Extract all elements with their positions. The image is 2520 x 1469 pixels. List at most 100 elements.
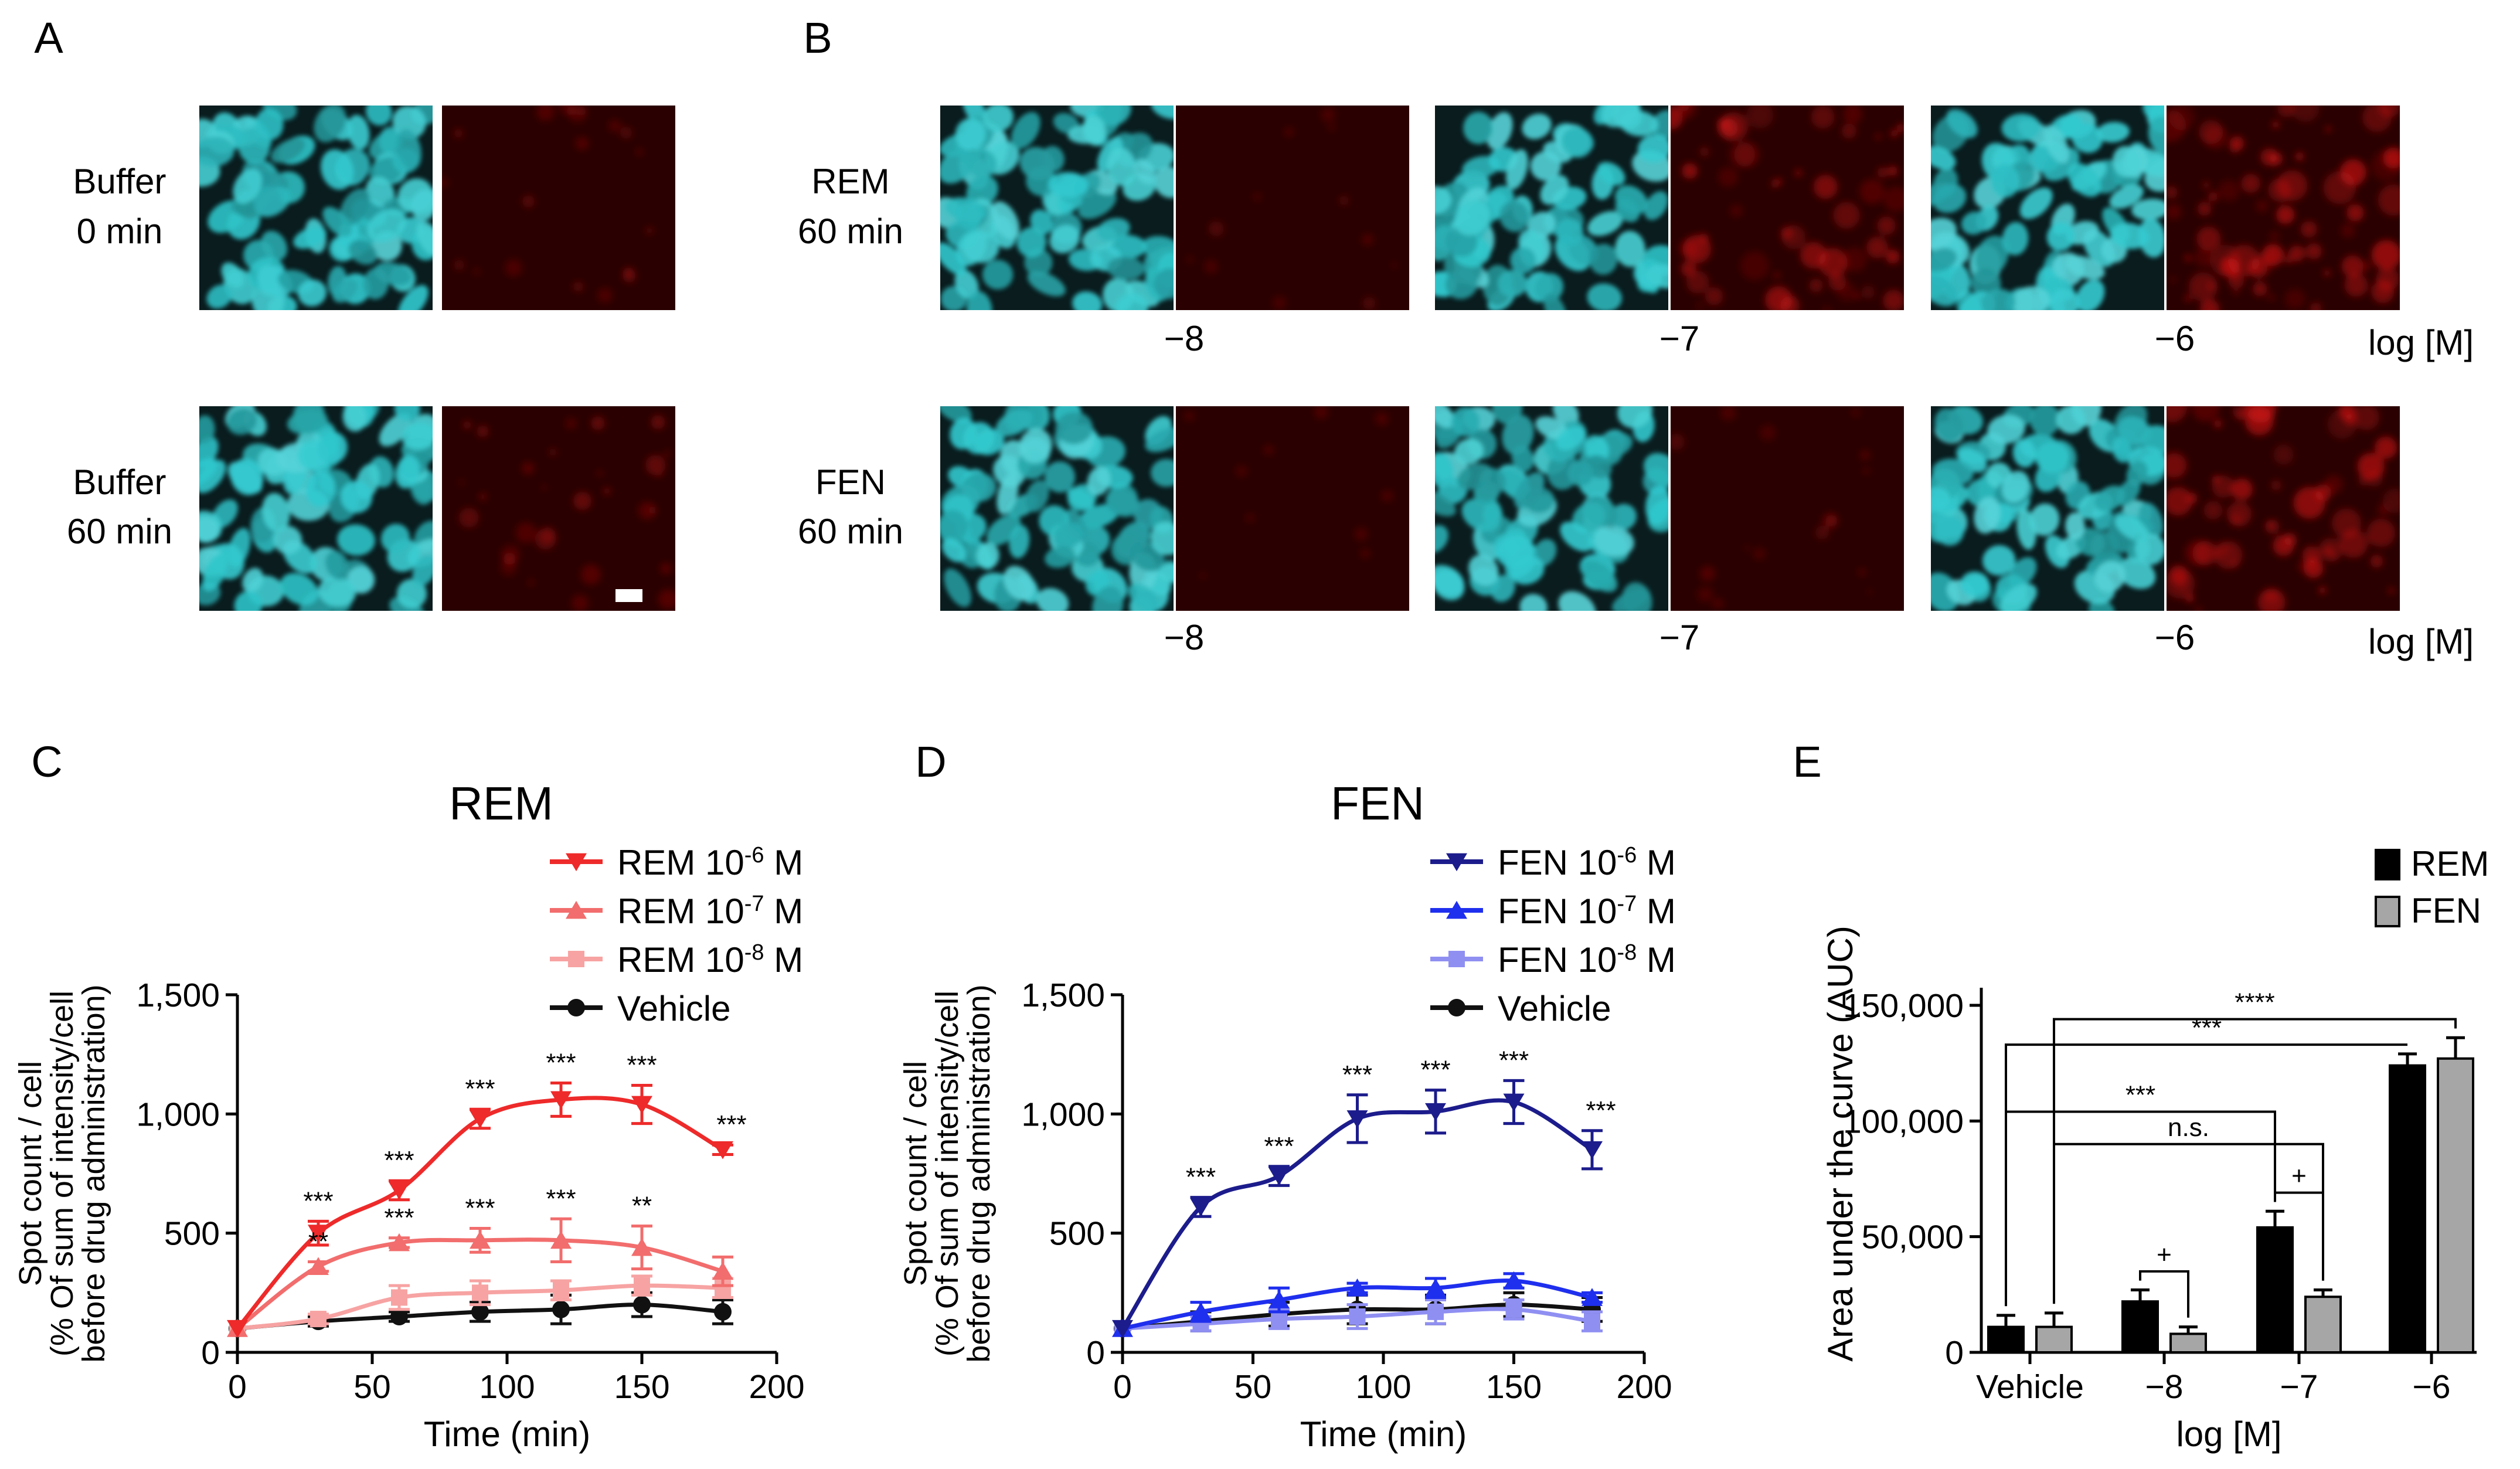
spot <box>1858 568 1866 576</box>
signal-image <box>1671 106 1904 310</box>
nucleus <box>2117 557 2156 589</box>
spot <box>1759 424 1776 441</box>
x-tick-label: −6 <box>2413 1368 2451 1406</box>
nucleus <box>1522 113 1552 140</box>
spot <box>1208 220 1225 237</box>
nucleus <box>1055 412 1093 444</box>
nucleus <box>966 291 992 310</box>
marker <box>1271 1311 1287 1328</box>
spot <box>2235 408 2247 420</box>
comparison-bracket: + <box>2274 1162 2324 1281</box>
tile-bg <box>1176 106 1409 310</box>
nucleus <box>396 579 427 609</box>
nucleus <box>2076 279 2105 310</box>
spot <box>1886 249 1900 264</box>
spot <box>2253 281 2267 297</box>
dapi-image <box>940 106 1174 310</box>
signal <box>1671 406 1873 609</box>
spot <box>515 522 536 543</box>
spot <box>2341 223 2355 238</box>
y-tick-label: 1,000 <box>136 1096 220 1133</box>
spot <box>2230 515 2241 525</box>
significance-label: *** <box>1186 1163 1216 1192</box>
spot <box>576 106 587 116</box>
x-tick-label: −7 <box>2280 1368 2318 1406</box>
y-axis-label-line: Spot count / cell <box>898 1061 933 1286</box>
tile-content <box>940 406 1174 611</box>
nucleus <box>1511 444 1534 472</box>
panel-label-a: A <box>34 13 63 62</box>
signal-image <box>1176 406 1409 611</box>
spot <box>528 580 534 586</box>
nucleus <box>1617 406 1653 429</box>
spot <box>1753 547 1766 560</box>
significance-label: *** <box>1499 1046 1529 1074</box>
panel-label-b: B <box>803 13 832 62</box>
bar <box>1987 1325 2025 1354</box>
nucleus <box>1558 591 1596 611</box>
dapi-image <box>1435 106 1668 310</box>
spot <box>2310 302 2322 310</box>
spot <box>2284 288 2305 310</box>
y-tick-label: 100,000 <box>1843 1103 1964 1140</box>
nucleus <box>199 137 234 167</box>
x-tick-label: 100 <box>479 1368 535 1406</box>
nucleus <box>1082 115 1106 146</box>
spot <box>645 226 654 235</box>
spot <box>1696 302 1703 310</box>
spot <box>1833 202 1860 229</box>
marker <box>566 900 587 919</box>
nucleus <box>342 406 367 432</box>
nucleus <box>1982 545 2016 576</box>
spot <box>2371 240 2400 270</box>
nucleus <box>1934 408 1963 442</box>
nucleus <box>2096 121 2130 143</box>
nucleus <box>1519 594 1548 611</box>
spot <box>2305 243 2322 260</box>
marker <box>633 1295 651 1314</box>
spot <box>1375 412 1389 426</box>
spot <box>1729 141 1756 168</box>
spot <box>2370 555 2383 568</box>
nucleus <box>305 471 336 508</box>
marker <box>631 1096 652 1114</box>
spot <box>2346 204 2364 222</box>
nucleus <box>1524 487 1555 514</box>
nucleus <box>412 555 433 586</box>
spot <box>1361 233 1374 246</box>
legend-item: Vehicle <box>550 989 730 1028</box>
legend-item: REM 10-8 M <box>550 940 803 980</box>
nucleus <box>1615 198 1640 222</box>
nucleus <box>221 262 244 288</box>
tile-bg <box>2167 406 2400 611</box>
spot <box>1253 192 1261 201</box>
nucleus <box>940 510 968 542</box>
series-1 <box>1112 1271 1603 1337</box>
marker <box>1346 1110 1368 1128</box>
nucleus <box>396 128 421 170</box>
spot <box>2288 245 2305 262</box>
spot <box>522 195 535 208</box>
significance-label: *** <box>1586 1096 1616 1125</box>
marker <box>1190 1198 1212 1217</box>
nucleus <box>1991 164 2020 198</box>
panel-label-e: E <box>1793 737 1821 786</box>
nucleus <box>230 458 264 495</box>
spot <box>1682 163 1698 179</box>
nucleus <box>298 279 327 307</box>
marker <box>227 1320 248 1338</box>
legend: REM FEN <box>2375 844 2489 930</box>
marker <box>390 1308 408 1325</box>
spot <box>596 470 603 477</box>
y-tick-label: 0 <box>1945 1334 1964 1372</box>
nucleus <box>1435 491 1456 516</box>
comparison-label: **** <box>2235 988 2275 1017</box>
nucleus <box>2109 184 2144 209</box>
nucleus <box>367 209 407 243</box>
nucleus <box>2002 471 2030 503</box>
marker <box>1503 1093 1525 1112</box>
spot <box>2188 272 2218 301</box>
spot <box>1841 123 1857 139</box>
spot <box>1821 512 1838 529</box>
nucleus <box>379 413 412 447</box>
